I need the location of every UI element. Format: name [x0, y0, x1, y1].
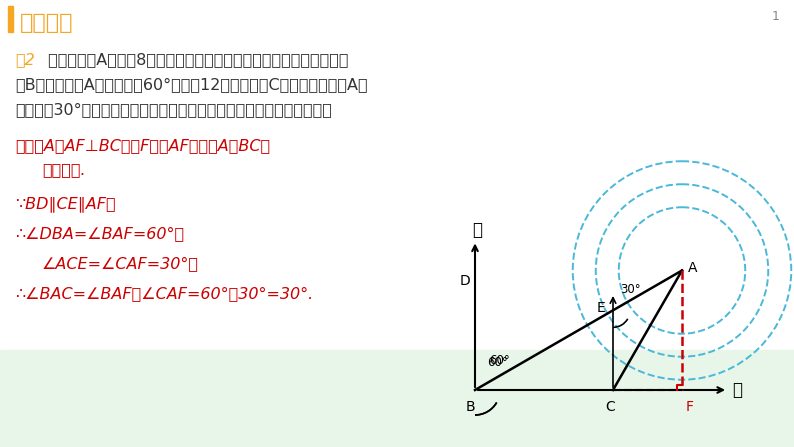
Text: ∴∠BAC=∠BAF－∠CAF=60°－30°=30°.: ∴∠BAC=∠BAF－∠CAF=60°－30°=30°.: [15, 286, 314, 301]
Text: 60°: 60°: [489, 354, 510, 367]
Text: 点B处测得海岛A位于北偏东60°，航行12海里到达点C处，又测得海岛A位: 点B处测得海岛A位于北偏东60°，航行12海里到达点C处，又测得海岛A位: [15, 77, 368, 92]
Text: ∵BD∥CE∥AF，: ∵BD∥CE∥AF，: [15, 196, 116, 212]
Text: 于北偏东30°，如果渔船不改变航向继续向东航行，有没有触礁的危险？: 于北偏东30°，如果渔船不改变航向继续向东航行，有没有触礁的危险？: [15, 102, 332, 117]
Text: C: C: [605, 400, 615, 414]
Text: ∠ACE=∠CAF=30°，: ∠ACE=∠CAF=30°，: [42, 256, 199, 271]
Text: 最短距离.: 最短距离.: [42, 162, 86, 177]
Bar: [8, 6, 13, 32]
Text: 30°: 30°: [620, 283, 641, 296]
Text: 新课讲解: 新课讲解: [20, 13, 74, 33]
Text: E: E: [596, 301, 605, 315]
Text: 北: 北: [472, 220, 482, 239]
Text: ∴∠DBA=∠BAF=60°，: ∴∠DBA=∠BAF=60°，: [15, 226, 184, 241]
Text: D: D: [459, 274, 470, 288]
Text: 解：过A作AF⊥BC于点F，则AF的长是A到BC的: 解：过A作AF⊥BC于点F，则AF的长是A到BC的: [15, 138, 270, 153]
Text: 1: 1: [772, 10, 780, 23]
Bar: [0, 350, 794, 447]
Text: 例2: 例2: [15, 52, 35, 67]
Text: F: F: [686, 400, 694, 414]
Text: B: B: [465, 400, 475, 414]
Text: 如图，海岛A的周围8海里内有暗礁，渔船跟踪鱼群由西向东航行，在: 如图，海岛A的周围8海里内有暗礁，渔船跟踪鱼群由西向东航行，在: [43, 52, 349, 67]
Text: 60°: 60°: [487, 356, 507, 369]
Text: 东: 东: [732, 381, 742, 399]
Text: A: A: [688, 261, 697, 275]
